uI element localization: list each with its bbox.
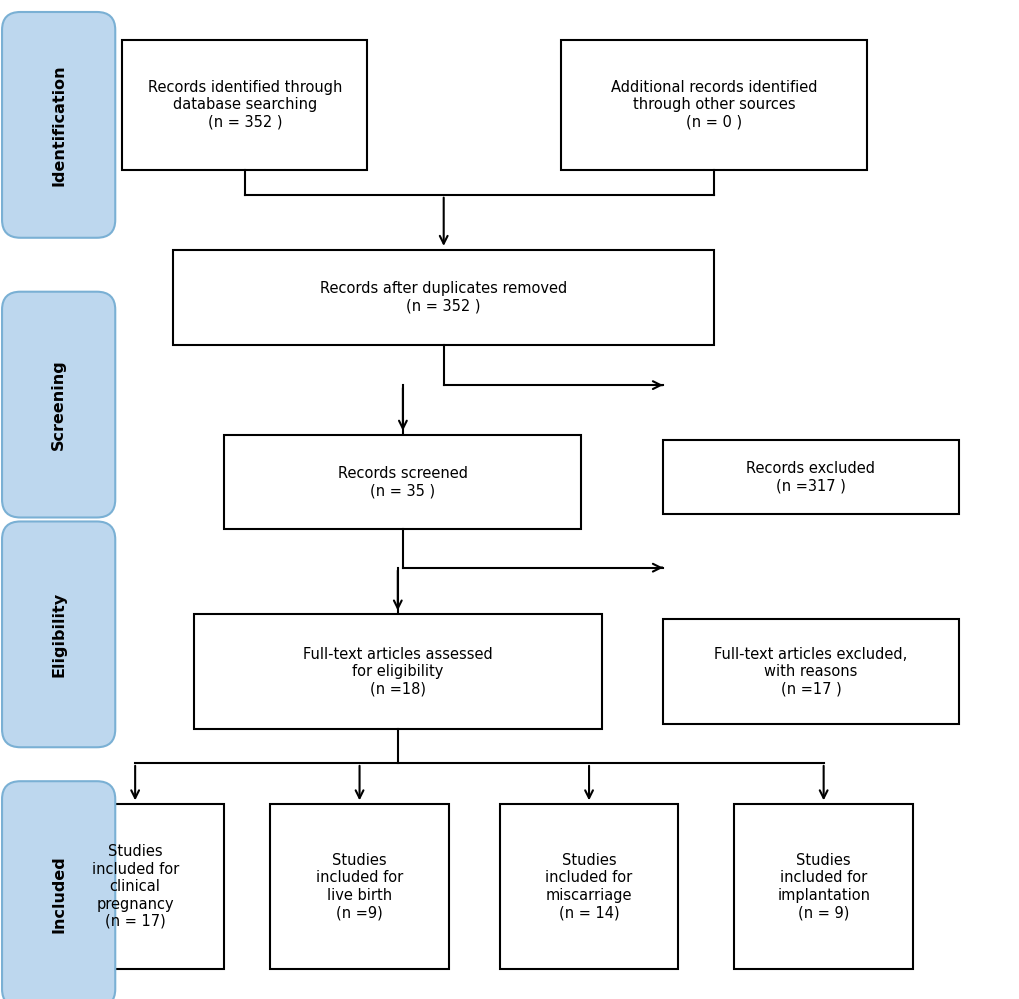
Bar — [194, 614, 601, 729]
Bar — [270, 804, 448, 969]
Bar — [499, 804, 678, 969]
Text: Records after duplicates removed
(n = 352 ): Records after duplicates removed (n = 35… — [320, 281, 567, 314]
Text: Screening: Screening — [51, 360, 66, 450]
Text: Records screened
(n = 35 ): Records screened (n = 35 ) — [337, 466, 468, 499]
Text: Full-text articles excluded,
with reasons
(n =17 ): Full-text articles excluded, with reason… — [713, 647, 907, 696]
Bar — [734, 804, 912, 969]
Text: Identification: Identification — [51, 64, 66, 186]
Bar — [224, 435, 581, 529]
Bar — [46, 804, 224, 969]
Text: Studies
included for
miscarriage
(n = 14): Studies included for miscarriage (n = 14… — [545, 853, 632, 920]
Bar — [560, 40, 866, 170]
Text: Included: Included — [51, 855, 66, 933]
FancyBboxPatch shape — [2, 292, 115, 517]
Text: Studies
included for
live birth
(n =9): Studies included for live birth (n =9) — [316, 853, 403, 920]
Bar — [662, 440, 958, 514]
FancyBboxPatch shape — [2, 781, 115, 999]
Text: Full-text articles assessed
for eligibility
(n =18): Full-text articles assessed for eligibil… — [303, 647, 492, 696]
Bar — [662, 619, 958, 724]
FancyBboxPatch shape — [2, 12, 115, 238]
Bar — [173, 250, 713, 345]
Text: Additional records identified
through other sources
(n = 0 ): Additional records identified through ot… — [610, 80, 816, 130]
Text: Studies
included for
implantation
(n = 9): Studies included for implantation (n = 9… — [776, 853, 869, 920]
FancyBboxPatch shape — [2, 521, 115, 747]
Text: Studies
included for
clinical
pregnancy
(n = 17): Studies included for clinical pregnancy … — [92, 844, 178, 929]
Text: Eligibility: Eligibility — [51, 591, 66, 677]
Text: Records excluded
(n =317 ): Records excluded (n =317 ) — [746, 461, 874, 494]
Text: Records identified through
database searching
(n = 352 ): Records identified through database sear… — [148, 80, 341, 130]
Bar — [122, 40, 367, 170]
